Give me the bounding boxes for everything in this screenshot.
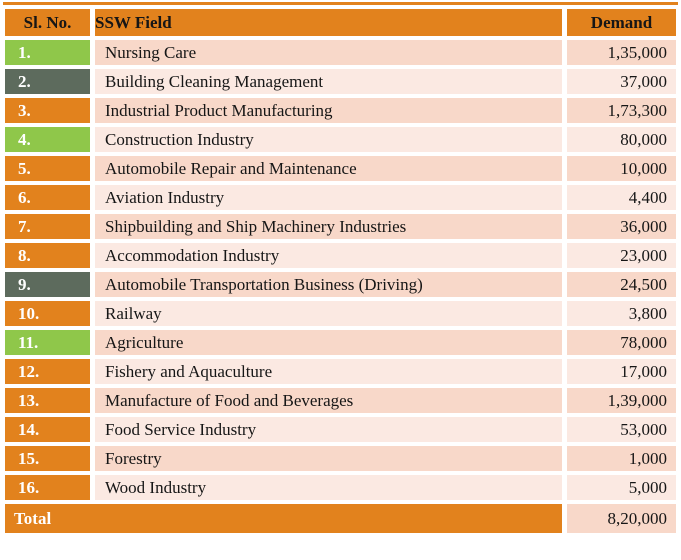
ssw-field-cell: Accommodation Industry xyxy=(95,243,562,268)
demand-cell: 78,000 xyxy=(567,330,676,355)
ssw-demand-table: Sl. No. SSW Field Demand 1. Nursing Care 1… xyxy=(0,5,681,537)
total-demand-value: 8,20,000 xyxy=(567,504,676,533)
ssw-field-cell: Aviation Industry xyxy=(95,185,562,210)
demand-cell: 24,500 xyxy=(567,272,676,297)
sl-no-cell: 1. xyxy=(5,40,90,65)
table-row: 8. Accommodation Industry 23,000 xyxy=(5,243,676,268)
total-row: Total 8,20,000 xyxy=(5,504,676,533)
sl-no-cell: 5. xyxy=(5,156,90,181)
table-row: 4. Construction Industry 80,000 xyxy=(5,127,676,152)
table-footer: Total 8,20,000 xyxy=(5,504,676,533)
sl-no-cell: 8. xyxy=(5,243,90,268)
demand-cell: 80,000 xyxy=(567,127,676,152)
demand-cell: 17,000 xyxy=(567,359,676,384)
table-top-border xyxy=(3,2,678,5)
demand-cell: 36,000 xyxy=(567,214,676,239)
table-row: 16. Wood Industry 5,000 xyxy=(5,475,676,500)
ssw-field-cell: Forestry xyxy=(95,446,562,471)
table-row: 2. Building Cleaning Management 37,000 xyxy=(5,69,676,94)
ssw-field-cell: Automobile Repair and Maintenance xyxy=(95,156,562,181)
table-row: 6. Aviation Industry 4,400 xyxy=(5,185,676,210)
demand-cell: 5,000 xyxy=(567,475,676,500)
sl-no-cell: 3. xyxy=(5,98,90,123)
demand-cell: 37,000 xyxy=(567,69,676,94)
demand-cell: 23,000 xyxy=(567,243,676,268)
sl-no-cell: 6. xyxy=(5,185,90,210)
ssw-field-cell: Automobile Transportation Business (Driv… xyxy=(95,272,562,297)
sl-no-cell: 7. xyxy=(5,214,90,239)
ssw-field-cell: Fishery and Aquaculture xyxy=(95,359,562,384)
ssw-field-cell: Manufacture of Food and Beverages xyxy=(95,388,562,413)
demand-cell: 3,800 xyxy=(567,301,676,326)
sl-no-cell: 10. xyxy=(5,301,90,326)
demand-cell: 10,000 xyxy=(567,156,676,181)
table-row: 10. Railway 3,800 xyxy=(5,301,676,326)
table-row: 1. Nursing Care 1,35,000 xyxy=(5,40,676,65)
ssw-field-cell: Food Service Industry xyxy=(95,417,562,442)
sl-no-cell: 12. xyxy=(5,359,90,384)
sl-no-cell: 9. xyxy=(5,272,90,297)
ssw-field-cell: Nursing Care xyxy=(95,40,562,65)
ssw-field-cell: Building Cleaning Management xyxy=(95,69,562,94)
table-row: 12. Fishery and Aquaculture 17,000 xyxy=(5,359,676,384)
header-row: Sl. No. SSW Field Demand xyxy=(5,9,676,36)
demand-cell: 1,73,300 xyxy=(567,98,676,123)
header-ssw-field: SSW Field xyxy=(95,9,562,36)
demand-cell: 1,39,000 xyxy=(567,388,676,413)
table-header: Sl. No. SSW Field Demand xyxy=(5,9,676,36)
demand-cell: 4,400 xyxy=(567,185,676,210)
sl-no-cell: 13. xyxy=(5,388,90,413)
ssw-field-cell: Railway xyxy=(95,301,562,326)
header-sl-no: Sl. No. xyxy=(5,9,90,36)
header-demand: Demand xyxy=(567,9,676,36)
demand-cell: 53,000 xyxy=(567,417,676,442)
ssw-field-cell: Construction Industry xyxy=(95,127,562,152)
ssw-field-cell: Shipbuilding and Ship Machinery Industri… xyxy=(95,214,562,239)
table-row: 14. Food Service Industry 53,000 xyxy=(5,417,676,442)
table-row: 3. Industrial Product Manufacturing 1,73,3… xyxy=(5,98,676,123)
table-row: 7. Shipbuilding and Ship Machinery Indust… xyxy=(5,214,676,239)
table-body: 1. Nursing Care 1,35,000 2. Building Cleanin… xyxy=(5,40,676,500)
total-label: Total xyxy=(5,504,562,533)
demand-cell: 1,35,000 xyxy=(567,40,676,65)
ssw-field-cell: Industrial Product Manufacturing xyxy=(95,98,562,123)
table-row: 13. Manufacture of Food and Beverages 1,39… xyxy=(5,388,676,413)
demand-cell: 1,000 xyxy=(567,446,676,471)
sl-no-cell: 11. xyxy=(5,330,90,355)
ssw-field-cell: Wood Industry xyxy=(95,475,562,500)
sl-no-cell: 4. xyxy=(5,127,90,152)
table-row: 15. Forestry 1,000 xyxy=(5,446,676,471)
sl-no-cell: 16. xyxy=(5,475,90,500)
sl-no-cell: 15. xyxy=(5,446,90,471)
table-row: 11. Agriculture 78,000 xyxy=(5,330,676,355)
table-row: 9. Automobile Transportation Business (Dr… xyxy=(5,272,676,297)
sl-no-cell: 14. xyxy=(5,417,90,442)
table-row: 5. Automobile Repair and Maintenance 10,00… xyxy=(5,156,676,181)
ssw-field-cell: Agriculture xyxy=(95,330,562,355)
sl-no-cell: 2. xyxy=(5,69,90,94)
